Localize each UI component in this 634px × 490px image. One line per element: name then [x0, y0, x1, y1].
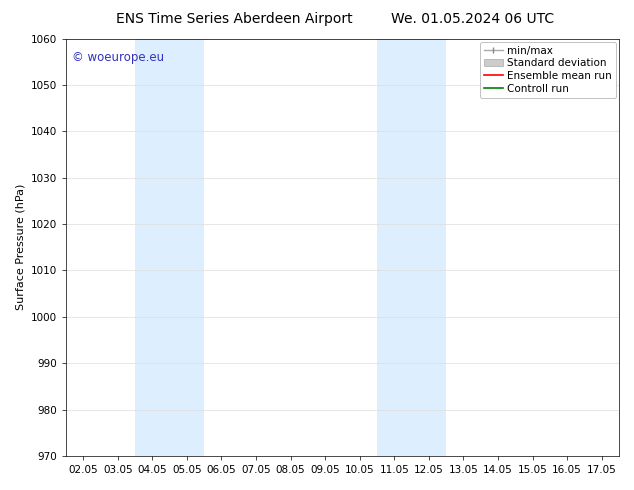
Y-axis label: Surface Pressure (hPa): Surface Pressure (hPa): [15, 184, 25, 311]
Text: We. 01.05.2024 06 UTC: We. 01.05.2024 06 UTC: [391, 12, 554, 26]
Bar: [135, 39, 204, 456]
Text: ENS Time Series Aberdeen Airport: ENS Time Series Aberdeen Airport: [116, 12, 353, 26]
Bar: [377, 39, 446, 456]
Legend: min/max, Standard deviation, Ensemble mean run, Controll run: min/max, Standard deviation, Ensemble me…: [480, 42, 616, 98]
Text: © woeurope.eu: © woeurope.eu: [72, 51, 165, 64]
